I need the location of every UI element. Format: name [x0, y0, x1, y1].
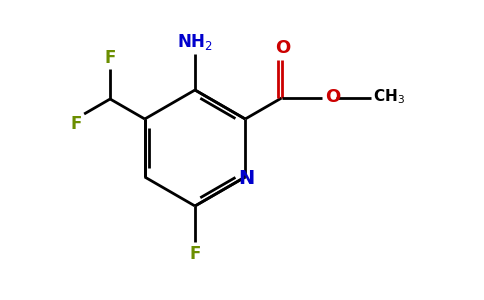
- Text: NH$_2$: NH$_2$: [177, 32, 213, 52]
- Text: O: O: [275, 39, 290, 57]
- Text: N: N: [238, 169, 255, 188]
- Text: O: O: [326, 88, 341, 106]
- Text: F: F: [105, 49, 116, 67]
- Text: CH$_3$: CH$_3$: [373, 88, 405, 106]
- Text: F: F: [189, 245, 201, 263]
- Text: F: F: [71, 115, 82, 133]
